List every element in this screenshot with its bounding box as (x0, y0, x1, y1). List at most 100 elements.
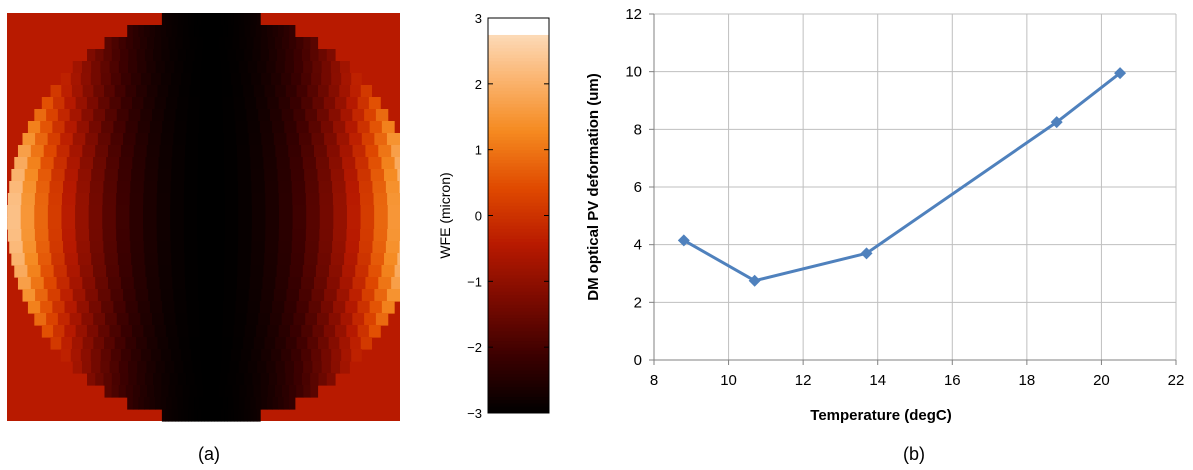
heatmap-cell (369, 121, 383, 134)
heatmap-cell (116, 193, 131, 206)
heatmap-cell (137, 301, 151, 314)
heatmap-cell (291, 241, 306, 254)
heatmap-cell (104, 37, 113, 50)
heatmap-cell (220, 409, 225, 422)
heatmap-cell (60, 349, 72, 362)
heatmap-cell (7, 217, 22, 230)
heatmap-cell (357, 169, 372, 182)
colorbar-segment (488, 179, 549, 184)
heatmap-cell (293, 313, 306, 326)
heatmap-cell (357, 253, 372, 266)
colorbar-segment (488, 225, 549, 230)
heatmap-cell (251, 229, 266, 242)
heatmap-cell (246, 313, 259, 326)
heatmap-cell (251, 217, 266, 230)
heatmap-cell (262, 277, 276, 290)
heatmap-cell (177, 97, 190, 110)
heatmap-cell (278, 217, 294, 230)
heatmap-cell (170, 349, 182, 362)
heatmap-cell (180, 349, 192, 362)
heatmap-cell (34, 217, 49, 230)
heatmap-cell (233, 397, 240, 410)
heatmap-cell (310, 373, 320, 386)
heatmap-cell (77, 253, 92, 266)
heatmap-cell (328, 313, 342, 326)
heatmap-cell (199, 97, 212, 110)
heatmap-cell (339, 85, 351, 98)
colorbar-segment (488, 307, 549, 312)
heatmap-cell (237, 13, 242, 26)
colorbar-segment (488, 83, 549, 88)
heatmap-cell (332, 193, 348, 206)
colorbar-segment (488, 218, 549, 223)
heatmap-cell (231, 73, 242, 86)
heatmap-cell (110, 73, 122, 86)
heatmap-cell (374, 133, 388, 146)
heatmap-cell (277, 49, 286, 62)
heatmap-cell (251, 205, 266, 218)
colorbar-segment (488, 278, 549, 282)
heatmap-cell (201, 13, 206, 26)
data-point-marker (860, 247, 873, 260)
colorbar-segment (488, 281, 549, 286)
colorbar-segment (488, 304, 549, 309)
heatmap-cell (140, 313, 153, 326)
heatmap-cell (106, 157, 120, 170)
heatmap-cell (125, 37, 134, 50)
heatmap-cell (120, 49, 129, 62)
heatmap-cell (116, 229, 131, 242)
heatmap-cell (231, 349, 242, 362)
heatmap-cell (285, 49, 295, 62)
heatmap-cell (66, 157, 81, 170)
series-line (683, 71, 1121, 283)
colorbar-tick-label: −2 (467, 340, 482, 355)
heatmap-cell (234, 313, 247, 326)
heatmap-cell (196, 385, 205, 398)
heatmap-cell (184, 13, 189, 26)
colorbar-segment (488, 274, 549, 279)
heatmap-cell (255, 397, 262, 410)
heatmap-cell (289, 385, 297, 398)
heatmap-cell (184, 157, 199, 170)
heatmap-cell (188, 409, 192, 422)
heatmap-cell (97, 289, 112, 302)
heatmap-cell (14, 157, 28, 170)
heatmap-cell (251, 349, 262, 362)
heatmap-cell (125, 385, 134, 398)
heatmap-cell (296, 121, 310, 134)
heatmap-cell (82, 277, 96, 290)
heatmap-cell (250, 13, 255, 26)
heatmap-cell (102, 205, 117, 218)
heatmap-cell (110, 349, 122, 362)
heatmap-cell (40, 157, 55, 170)
heatmap-cell (165, 97, 178, 110)
heatmap-cell (158, 157, 173, 170)
heatmap-cell (269, 313, 283, 326)
heatmap-cell (165, 325, 178, 338)
heatmap-cell (132, 37, 141, 50)
heatmap-cell (238, 217, 253, 230)
colorbar-segment (488, 37, 549, 42)
heatmap-cell (224, 205, 239, 218)
heatmap-cell (272, 121, 285, 134)
heatmap-cell (271, 349, 282, 362)
heatmap-cell (289, 397, 296, 410)
heatmap-cell (277, 253, 292, 266)
heatmap-cell (261, 133, 275, 146)
heatmap-cell (340, 361, 350, 374)
heatmap-cell (115, 217, 131, 230)
colorbar-tick-label: 0 (475, 209, 482, 224)
colorbar-segment (488, 24, 549, 29)
heatmap-cell (89, 181, 104, 194)
colorbar-segment (488, 370, 549, 374)
heatmap-cell (346, 193, 361, 206)
heatmap-cell (247, 301, 261, 314)
heatmap-cell (224, 253, 239, 266)
colorbar-segment (488, 350, 549, 355)
heatmap-cell (47, 289, 61, 302)
heatmap-cell (333, 217, 348, 230)
heatmap-cell (72, 361, 83, 374)
heatmap-cell (116, 313, 130, 326)
heatmap-cell (278, 325, 291, 338)
heatmap-cell (185, 145, 199, 158)
